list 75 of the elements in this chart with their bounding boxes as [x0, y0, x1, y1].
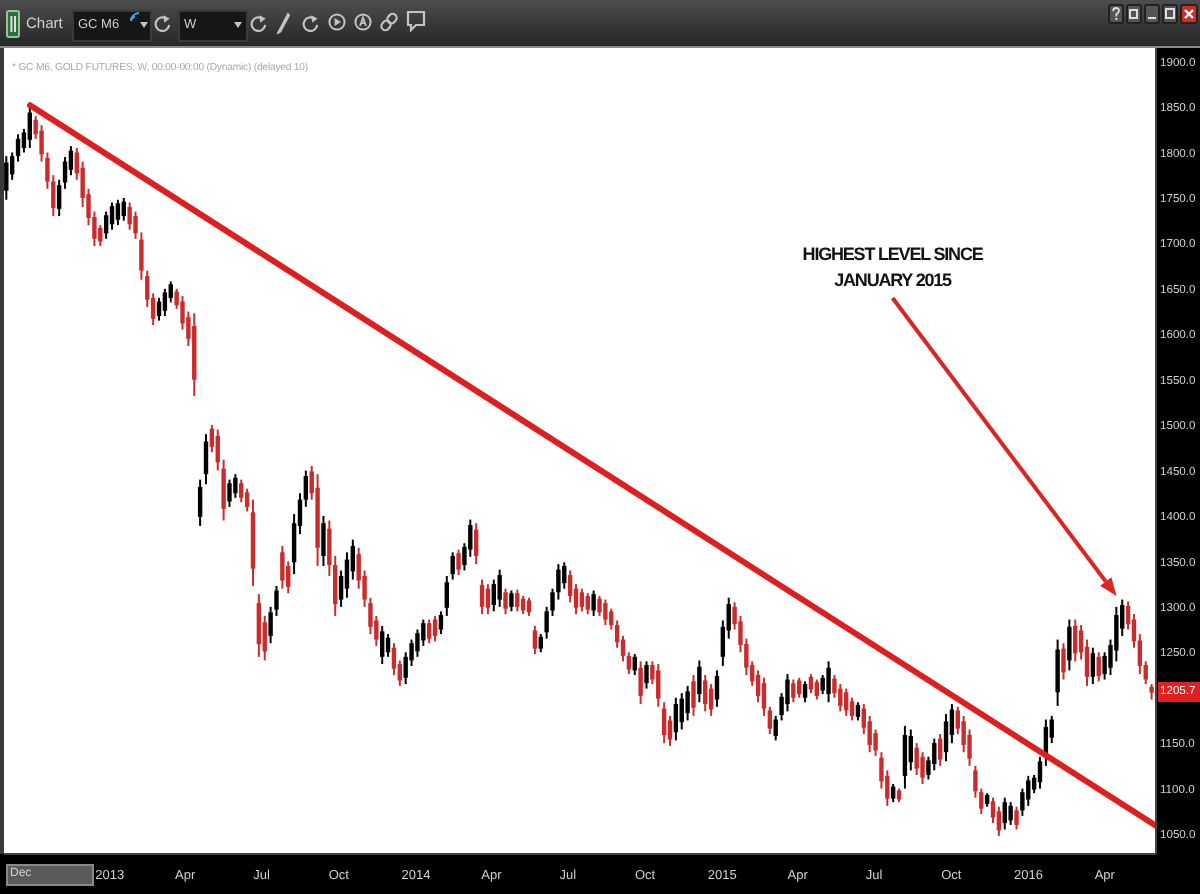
candlestick	[703, 673, 708, 713]
candlestick	[714, 669, 720, 708]
candlestick	[526, 596, 532, 617]
candlestick	[503, 587, 508, 616]
candlestick	[708, 683, 714, 717]
candlestick	[661, 701, 667, 745]
candlestick	[697, 659, 702, 704]
candlestick	[509, 589, 514, 613]
candlestick	[797, 676, 802, 699]
candlestick	[685, 684, 690, 722]
candlestick	[515, 588, 520, 613]
candlestick	[1061, 642, 1066, 681]
candlestick	[497, 568, 502, 608]
candlestick	[227, 478, 232, 508]
candlestick	[1090, 646, 1096, 686]
candlestick	[914, 742, 919, 776]
candlestick	[256, 593, 262, 658]
candlestick	[280, 544, 285, 590]
candlestick	[127, 201, 132, 231]
candlestick	[109, 201, 115, 231]
candlestick	[849, 696, 855, 722]
candlestick	[1002, 796, 1007, 831]
candlestick	[638, 660, 643, 706]
candlestick	[197, 478, 203, 527]
candlestick	[802, 680, 808, 704]
candlestick	[843, 687, 849, 717]
candlestick	[415, 628, 420, 658]
candlestick	[115, 198, 121, 227]
candlestick	[785, 673, 790, 713]
candlestick	[656, 663, 661, 708]
candlestick	[597, 594, 602, 617]
candlestick	[579, 587, 585, 613]
candlestick	[532, 624, 538, 656]
candlestick	[426, 618, 432, 645]
candlestick	[450, 551, 455, 581]
candlestick	[321, 514, 326, 567]
candlestick	[585, 592, 590, 616]
annotation: HIGHEST LEVEL SINCE JANUARY 2015	[800, 241, 985, 294]
candlestick	[103, 210, 109, 240]
candlestick	[691, 673, 696, 717]
candlestick	[27, 105, 32, 149]
candlestick	[890, 783, 896, 804]
candlestick	[4, 155, 9, 201]
candlestick	[479, 578, 485, 616]
candlestick	[814, 678, 820, 701]
candlestick	[456, 548, 461, 577]
candlestick	[485, 583, 491, 616]
candlestick	[603, 598, 608, 627]
candlestick	[162, 287, 168, 318]
candlestick	[239, 478, 244, 504]
candlestick	[473, 522, 479, 566]
candlestick	[932, 737, 937, 772]
candlestick	[1067, 618, 1072, 672]
candlestick	[203, 433, 209, 486]
candlestick	[920, 751, 925, 786]
candlestick	[591, 589, 596, 617]
candlestick	[233, 473, 238, 499]
candlestick	[855, 701, 861, 722]
candlestick	[1073, 618, 1078, 663]
candlestick	[826, 660, 831, 704]
candlestick	[644, 660, 649, 690]
candlestick	[1008, 801, 1013, 826]
candlestick	[491, 578, 496, 613]
candlestick	[820, 673, 825, 696]
candlestick	[838, 683, 843, 713]
candlestick	[902, 724, 908, 790]
candlestick	[808, 673, 814, 695]
candlestick	[1055, 638, 1060, 707]
candlestick	[380, 624, 385, 666]
candlestick	[996, 805, 1002, 837]
candlestick	[673, 696, 679, 742]
candlestick	[1096, 651, 1101, 683]
candlestick	[908, 728, 913, 772]
candlestick	[1014, 805, 1019, 831]
candlestick	[791, 678, 796, 704]
